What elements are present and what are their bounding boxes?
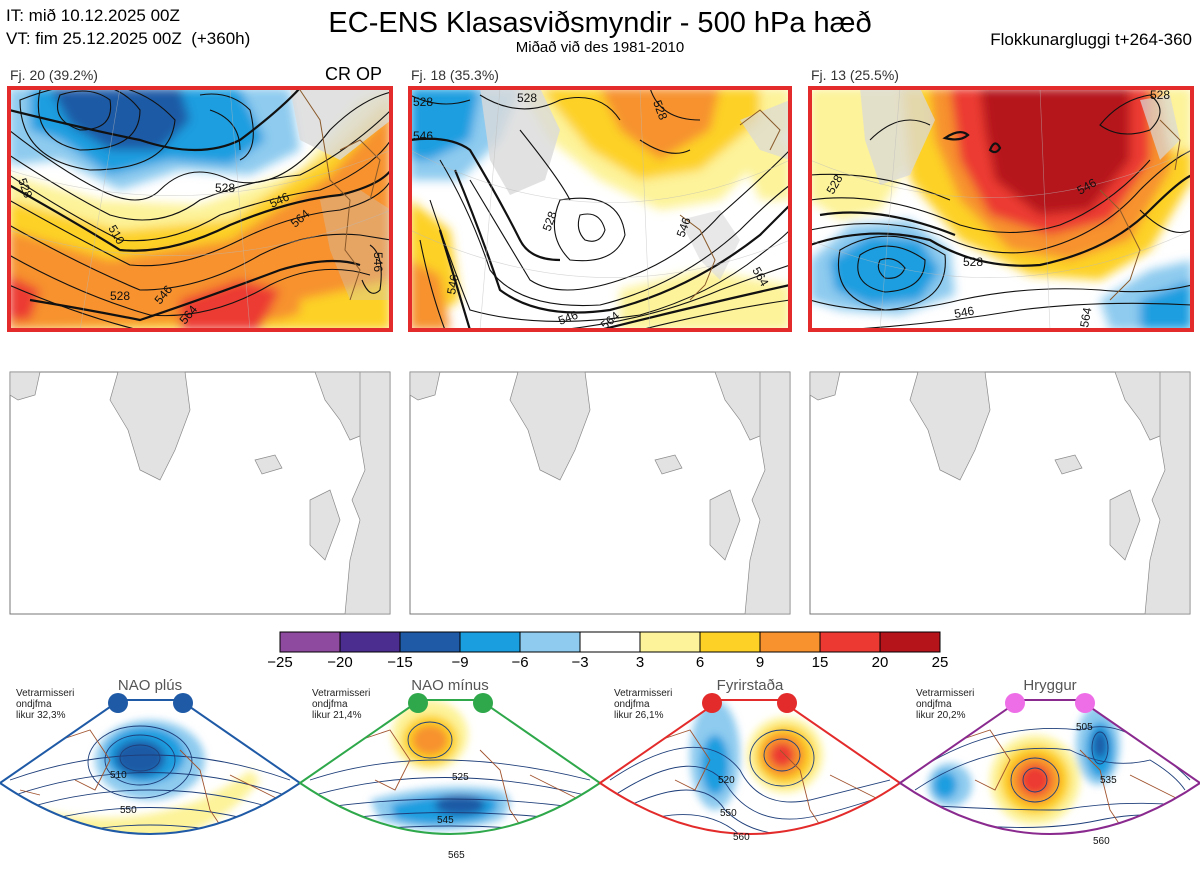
colorbar-tick: 6 [695,654,705,671]
cluster-3-map: 528 528 546 528 546 564 [810,88,1192,330]
regime-blocking-title: Fyrirstaða [716,677,784,694]
regime-maps: 510 550 [0,693,1200,861]
colorbar-tick: −20 [327,654,353,671]
initial-time: IT: mið 10.12.2025 00Z [6,6,180,25]
colorbar [279,631,941,653]
svg-text:546: 546 [444,273,461,295]
reference-maps [9,371,1191,615]
svg-text:528: 528 [650,98,670,122]
reference-map-1 [9,371,391,615]
colorbar-tick: 20 [871,654,889,671]
cluster-2-map: 528 528 546 528 546 546 564 546 564 528 [410,88,790,330]
regime-nao-plus-note: Vetrarmisseri ondjfma likur 32,3% [16,688,75,721]
svg-text:545: 545 [437,815,454,826]
svg-text:520: 520 [718,775,735,786]
svg-text:560: 560 [1093,836,1110,847]
regime-nao-minus-note: Vetrarmisseri ondjfma likur 21,4% [312,688,371,721]
cluster-1-frame [7,86,393,332]
colorbar-segment [399,631,461,653]
regime-ridge-marker [1005,693,1025,713]
colorbar-tick: −25 [267,654,293,671]
regime-blocking-marker [702,693,722,713]
colorbar-segment [639,631,701,653]
cluster-3-frame [808,86,1194,332]
svg-text:528: 528 [110,289,130,303]
classification-window: Flokkunargluggi t+264-360 [990,30,1192,49]
cluster-1-map: 528 510 528 546 564 546 564 528 546 [9,88,391,330]
cluster-2-frame [408,86,792,332]
colorbar-segment [519,631,581,653]
page-subtitle: Miðað við des 1981-2010 [515,39,685,56]
svg-text:565: 565 [448,850,465,861]
svg-text:560: 560 [733,832,750,843]
regime-nao-plus-title: NAO plús [117,677,183,694]
colorbar-tick: −15 [387,654,413,671]
colorbar-segment [759,631,821,653]
colorbar-segment [579,631,641,653]
svg-text:528: 528 [413,95,433,109]
svg-text:528: 528 [15,176,35,200]
colorbar-tick: 9 [755,654,765,671]
svg-text:546: 546 [674,215,694,239]
colorbar-segment [819,631,881,653]
colorbar-tick: 3 [635,654,645,671]
regime-ridge-note: Vetrarmisseri ondjfma likur 20,2% [916,688,975,721]
svg-text:528: 528 [963,255,983,269]
page-title: EC-ENS Klasasviðsmyndir - 500 hPa hæð [328,7,872,39]
svg-text:525: 525 [452,772,469,783]
svg-text:510: 510 [110,770,127,781]
colorbar-segment [459,631,521,653]
regime-nao-plus-marker [108,693,128,713]
cluster-1-tag: CR OP [325,64,383,84]
svg-text:528: 528 [517,91,537,105]
header-dates: IT: mið 10.12.2025 00Z VT: fim 25.12.2025… [6,4,250,50]
svg-text:535: 535 [1100,775,1117,786]
svg-text:546: 546 [953,304,975,321]
svg-text:528: 528 [215,181,235,195]
regime-ridge-marker [1075,693,1095,713]
colorbar-segment [879,631,941,653]
colorbar-segment [279,631,341,653]
svg-text:528: 528 [540,209,560,233]
colorbar-segment [699,631,761,653]
colorbar-ticks: −25 −20 −15 −9 −6 −3 3 6 9 15 20 25 [0,654,1200,674]
colorbar-tick: −3 [571,654,589,671]
colorbar-tick: 25 [931,654,949,671]
svg-text:550: 550 [720,808,737,819]
regime-blocking-note: Vetrarmisseri ondjfma likur 26,1% [614,688,673,721]
regime-nao-minus-marker [473,693,493,713]
svg-text:505: 505 [1076,722,1093,733]
valid-time: VT: fim 25.12.2025 00Z (+360h) [6,29,251,48]
reference-map-2 [409,371,791,615]
svg-text:528: 528 [1150,88,1170,102]
svg-text:546: 546 [556,308,580,328]
svg-text:564: 564 [1077,306,1094,328]
svg-text:550: 550 [120,805,137,816]
colorbar-tick: 15 [811,654,829,671]
svg-text:546: 546 [413,129,433,143]
cluster-2-label: Fj. 18 (35.3%) [411,67,499,83]
regime-nao-minus-marker [408,693,428,713]
svg-text:546: 546 [371,252,385,272]
cluster-3-label: Fj. 13 (25.5%) [811,67,899,83]
colorbar-tick: −6 [511,654,529,671]
regime-ridge-title: Hryggur [1023,677,1077,694]
regime-blocking-marker [777,693,797,713]
regime-nao-plus-marker [173,693,193,713]
reference-map-3 [809,371,1191,615]
cluster-1-label: Fj. 20 (39.2%) [10,67,98,83]
colorbar-segment [339,631,401,653]
regime-nao-minus-title: NAO mínus [411,677,489,694]
colorbar-tick: −9 [451,654,469,671]
